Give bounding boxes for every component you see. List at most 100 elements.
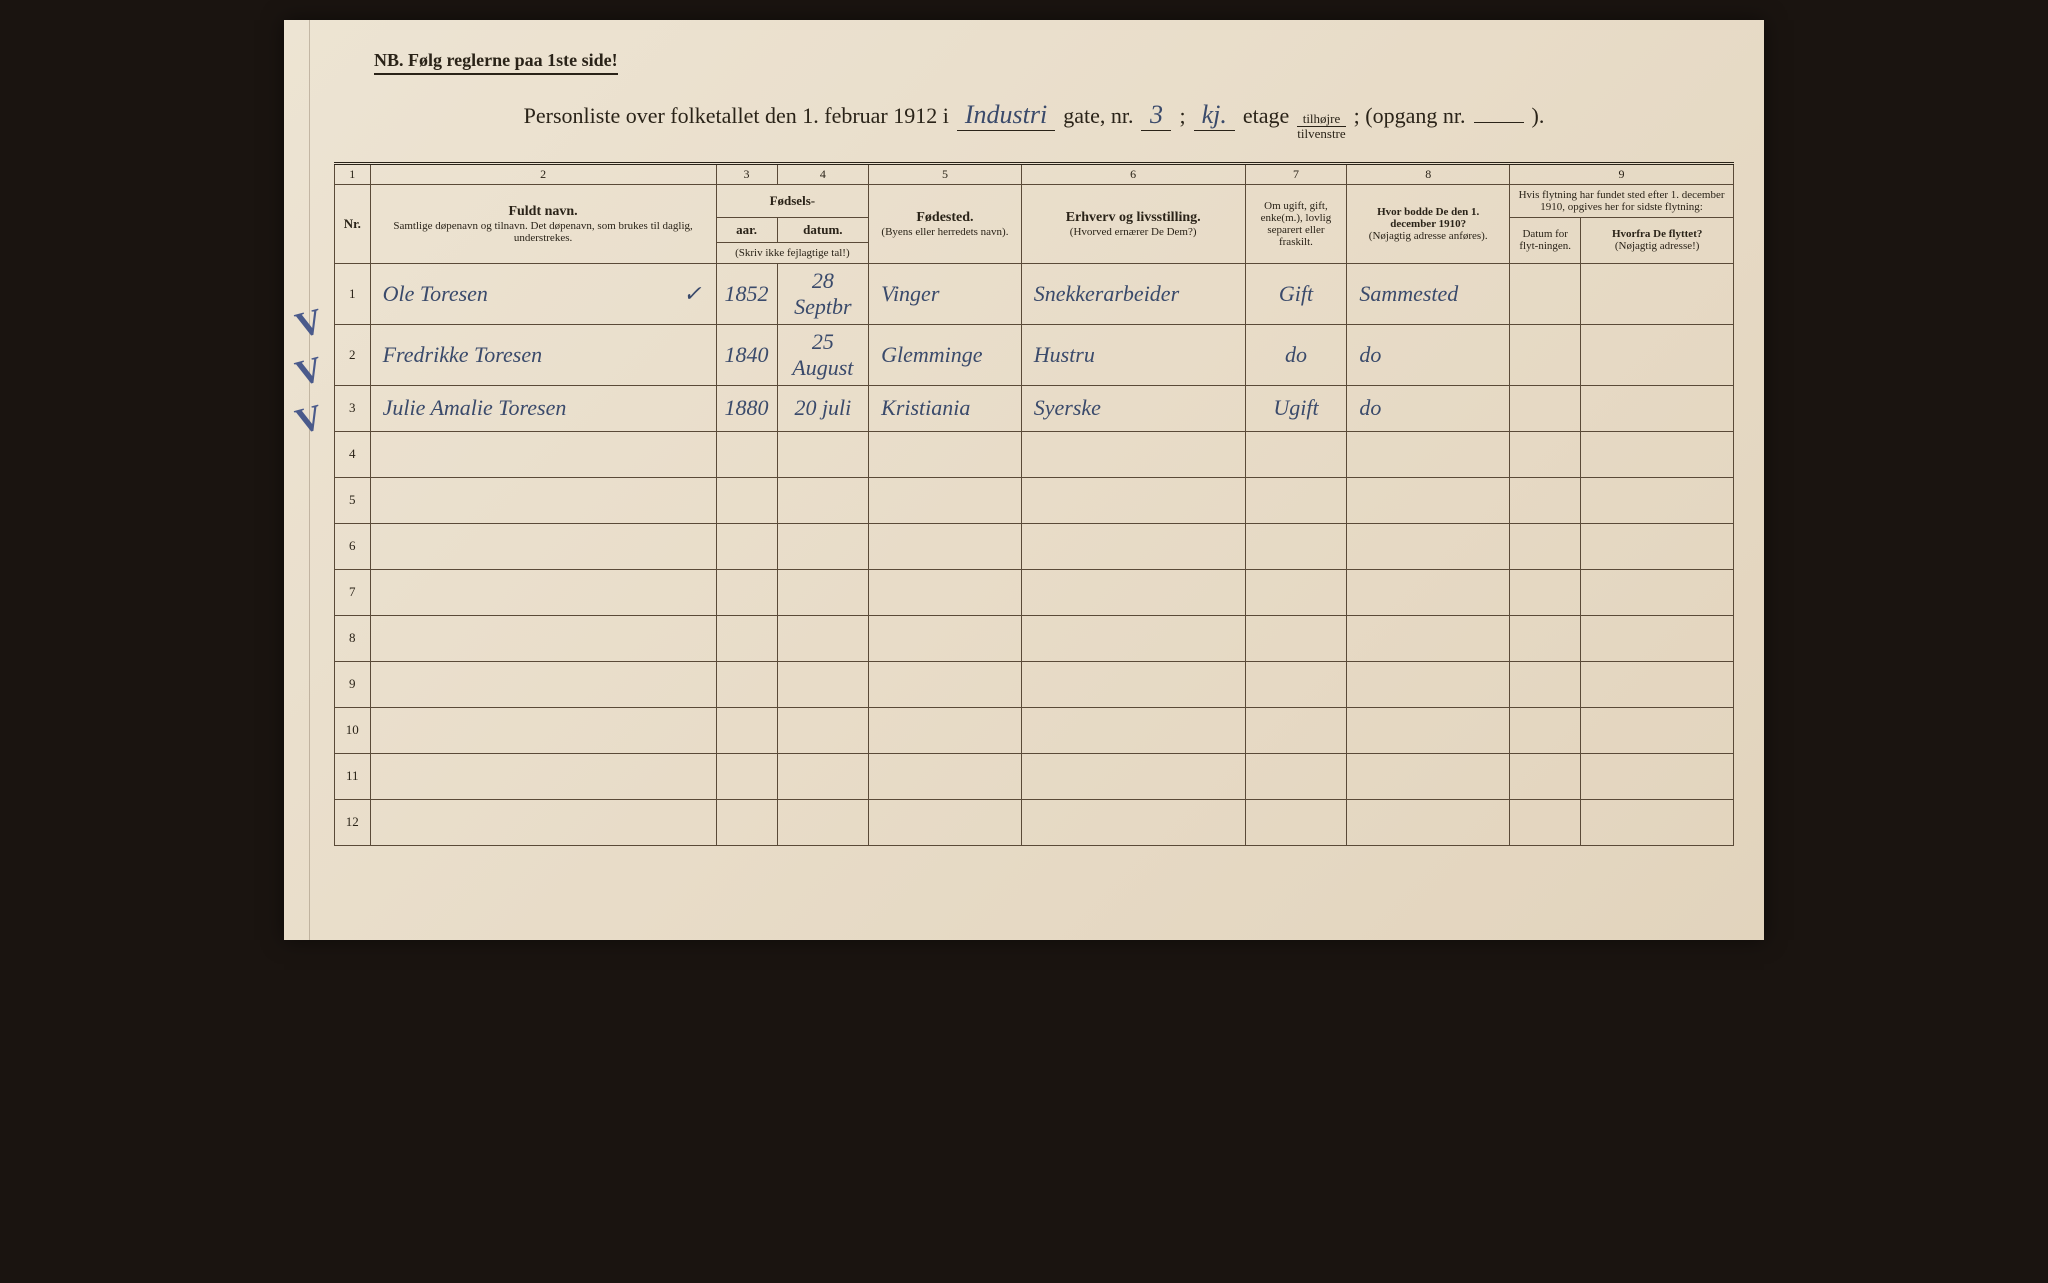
cell-place: Vinger <box>869 263 1022 324</box>
hdr-place: Fødested. (Byens eller herredets navn). <box>869 184 1022 263</box>
cell-date <box>777 799 869 845</box>
cell-name <box>370 707 716 753</box>
opgang-blank <box>1474 122 1524 123</box>
cell-name: Julie Amalie Toresen <box>370 385 716 431</box>
cell-year: 1840 <box>716 324 777 385</box>
cell-place <box>869 707 1022 753</box>
hdr-occ: Erhverv og livsstilling. (Hvorved ernære… <box>1021 184 1245 263</box>
frac-top: tilhøjre <box>1297 112 1345 127</box>
cell-movedate <box>1510 799 1581 845</box>
cell-place <box>869 431 1022 477</box>
cell-movedate <box>1510 523 1581 569</box>
hdr-movefrom-main: Hvorfra De flyttet? <box>1587 228 1727 240</box>
row-number: 4 <box>335 431 371 477</box>
cell-name: Fredrikke Toresen <box>370 324 716 385</box>
cell-year <box>716 799 777 845</box>
cell-occupation <box>1021 707 1245 753</box>
side-fraction: tilhøjre tilvenstre <box>1297 112 1345 142</box>
hdr-addr: Hvor bodde De den 1. december 1910? (Nøj… <box>1347 184 1510 263</box>
colnum-4: 4 <box>777 163 869 184</box>
cell-year: 1852 <box>716 263 777 324</box>
hdr-move: Hvis flytning har fundet sted efter 1. d… <box>1510 184 1734 217</box>
cell-occupation <box>1021 477 1245 523</box>
cell-occupation: Syerske <box>1021 385 1245 431</box>
hdr-addr-sub: (Nøjagtig adresse anføres). <box>1353 230 1503 242</box>
frac-bot: tilvenstre <box>1297 127 1345 141</box>
hdr-birth: Fødsels- <box>716 184 869 217</box>
margin-check-icon: V <box>291 395 327 442</box>
hdr-nr: Nr. <box>335 184 371 263</box>
cell-occupation: Snekkerarbeider <box>1021 263 1245 324</box>
cell-address <box>1347 707 1510 753</box>
cell-date <box>777 753 869 799</box>
cell-status <box>1245 753 1347 799</box>
cell-occupation <box>1021 661 1245 707</box>
cell-year <box>716 523 777 569</box>
cell-year <box>716 477 777 523</box>
row-number: 8 <box>335 615 371 661</box>
cell-status <box>1245 523 1347 569</box>
cell-place <box>869 477 1022 523</box>
cell-place <box>869 753 1022 799</box>
cell-name <box>370 523 716 569</box>
cell-movedate <box>1510 431 1581 477</box>
hdr-name-main: Fuldt navn. <box>377 204 710 220</box>
cell-date <box>777 523 869 569</box>
colnum-2: 2 <box>370 163 716 184</box>
cell-year <box>716 569 777 615</box>
hdr-movedate: Datum for flyt-ningen. <box>1510 217 1581 263</box>
cell-status <box>1245 661 1347 707</box>
cell-year <box>716 753 777 799</box>
row-number: 6 <box>335 523 371 569</box>
table-row: 6 <box>335 523 1734 569</box>
cell-address <box>1347 431 1510 477</box>
nb-instruction: NB. Følg reglerne paa 1ste side! <box>374 50 618 75</box>
cell-year: 1880 <box>716 385 777 431</box>
row-number: 11 <box>335 753 371 799</box>
table-row: 7 <box>335 569 1734 615</box>
colnum-9: 9 <box>1510 163 1734 184</box>
table-body: 1Ole Toresen ✓185228 SeptbrVingerSnekker… <box>335 263 1734 845</box>
cell-movedate <box>1510 707 1581 753</box>
table-row: 12 <box>335 799 1734 845</box>
opgang-end: ). <box>1532 103 1545 129</box>
cell-address <box>1347 569 1510 615</box>
cell-status <box>1245 477 1347 523</box>
cell-movefrom <box>1581 661 1734 707</box>
cell-status: Gift <box>1245 263 1347 324</box>
cell-status <box>1245 569 1347 615</box>
table-header: 1 2 3 4 5 6 7 8 9 Nr. Fuldt navn. Samtli… <box>335 163 1734 263</box>
colnum-8: 8 <box>1347 163 1510 184</box>
hdr-movefrom: Hvorfra De flyttet? (Nøjagtig adresse!) <box>1581 217 1734 263</box>
cell-address <box>1347 615 1510 661</box>
cell-movedate <box>1510 569 1581 615</box>
hdr-status: Om ugift, gift, enke(m.), lovlig separer… <box>1245 184 1347 263</box>
row-number: 7 <box>335 569 371 615</box>
cell-status <box>1245 431 1347 477</box>
table-row: 8 <box>335 615 1734 661</box>
cell-year <box>716 661 777 707</box>
cell-date: 20 juli <box>777 385 869 431</box>
cell-year <box>716 431 777 477</box>
table-row: 5 <box>335 477 1734 523</box>
cell-place <box>869 615 1022 661</box>
cell-address: do <box>1347 385 1510 431</box>
etage-label: etage <box>1243 103 1289 129</box>
table-row: 9 <box>335 661 1734 707</box>
cell-movefrom <box>1581 569 1734 615</box>
cell-occupation <box>1021 569 1245 615</box>
hdr-place-main: Fødested. <box>875 210 1015 226</box>
cell-movedate <box>1510 661 1581 707</box>
cell-date <box>777 661 869 707</box>
table-wrapper: 1 2 3 4 5 6 7 8 9 Nr. Fuldt navn. Samtli… <box>334 162 1734 846</box>
cell-year <box>716 707 777 753</box>
cell-occupation <box>1021 431 1245 477</box>
cell-name <box>370 477 716 523</box>
margin-check-icon: V <box>291 299 327 346</box>
cell-movefrom <box>1581 263 1734 324</box>
cell-movefrom <box>1581 324 1734 385</box>
cell-year <box>716 615 777 661</box>
cell-address <box>1347 661 1510 707</box>
cell-name <box>370 661 716 707</box>
cell-occupation <box>1021 753 1245 799</box>
